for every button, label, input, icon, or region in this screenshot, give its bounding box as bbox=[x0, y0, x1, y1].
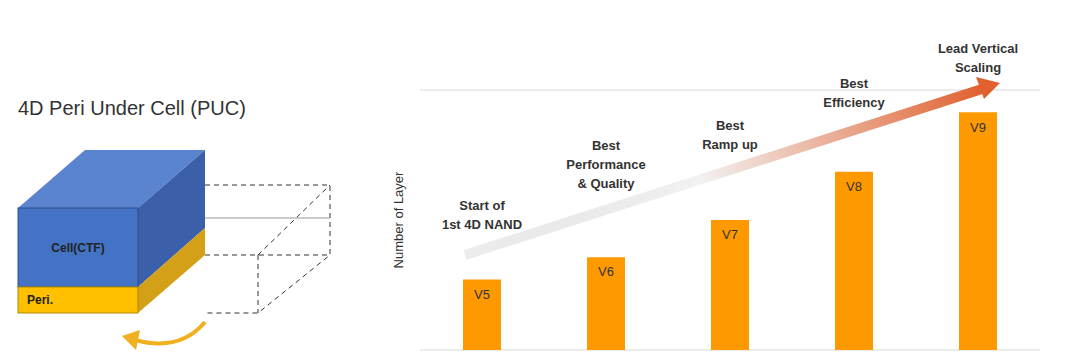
svg-text:V7: V7 bbox=[722, 227, 738, 242]
svg-text:Peri.: Peri. bbox=[27, 293, 53, 307]
svg-text:BestRamp up: BestRamp up bbox=[702, 118, 758, 152]
svg-text:BestPerformance& Quality: BestPerformance& Quality bbox=[566, 138, 645, 191]
svg-text:V6: V6 bbox=[598, 264, 614, 279]
svg-text:Start of1st 4D NAND: Start of1st 4D NAND bbox=[442, 198, 522, 232]
svg-text:V8: V8 bbox=[846, 179, 862, 194]
svg-text:Number of Layer: Number of Layer bbox=[391, 171, 406, 268]
svg-text:Lead VerticalScaling: Lead VerticalScaling bbox=[938, 41, 1018, 75]
svg-text:BestEfficiency: BestEfficiency bbox=[823, 76, 885, 110]
svg-text:4D Peri Under Cell (PUC): 4D Peri Under Cell (PUC) bbox=[18, 97, 246, 119]
svg-text:Cell(CTF): Cell(CTF) bbox=[51, 241, 104, 255]
svg-text:V9: V9 bbox=[970, 120, 986, 135]
svg-text:V5: V5 bbox=[474, 287, 490, 302]
